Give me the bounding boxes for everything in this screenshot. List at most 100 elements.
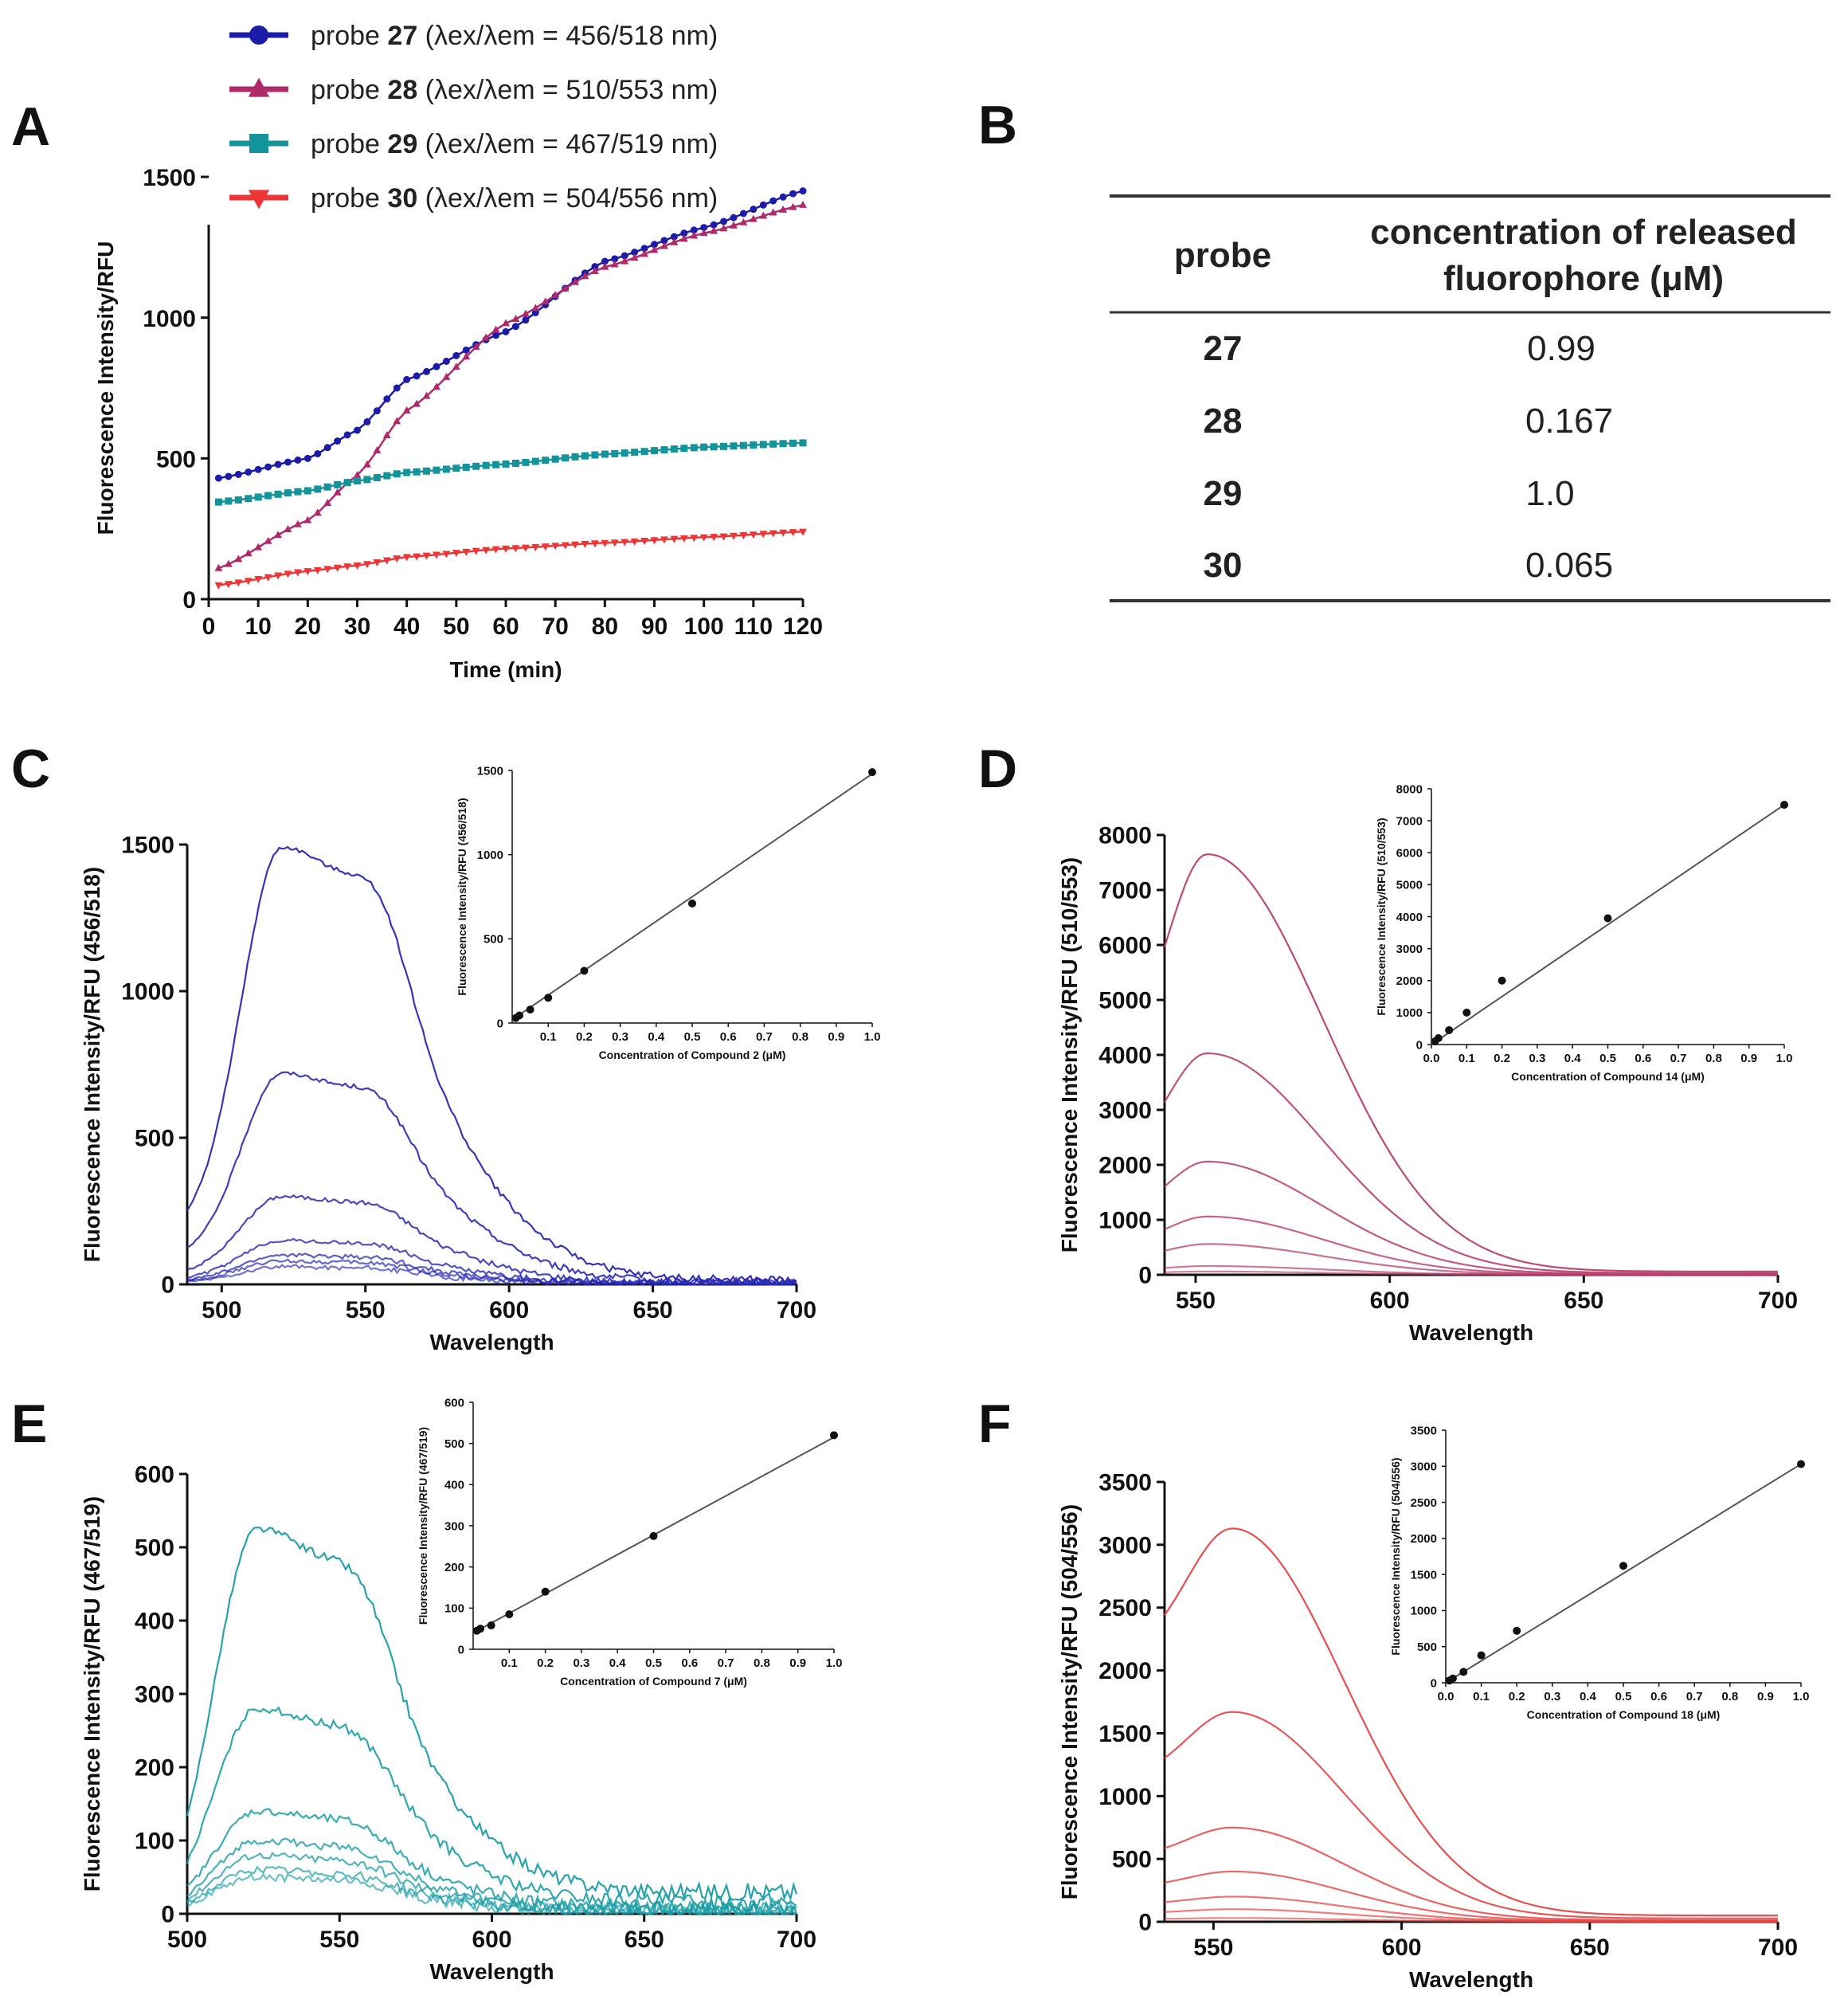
legend-marker <box>248 190 270 210</box>
y-tick-label: 2000 <box>1396 974 1423 988</box>
data-point <box>393 470 401 478</box>
x-tick-label: 600 <box>1382 1935 1422 1961</box>
y-tick-label: 3000 <box>1396 943 1423 956</box>
y-tick-label: 500 <box>156 447 196 473</box>
data-point <box>789 529 797 537</box>
data-point <box>1434 1033 1443 1042</box>
data-point <box>660 446 668 454</box>
data-point <box>526 1006 534 1014</box>
data-point <box>244 549 253 557</box>
data-point <box>482 333 491 341</box>
data-point <box>234 579 243 587</box>
data-point <box>373 559 382 566</box>
x-tick-label: 0.2 <box>537 1656 554 1670</box>
data-point <box>699 534 708 542</box>
data-point <box>522 316 530 324</box>
data-point <box>670 233 678 241</box>
x-tick-label: 0.6 <box>1635 1052 1651 1065</box>
data-point <box>720 218 728 225</box>
data-point <box>611 449 619 457</box>
x-axis-label: Wavelength <box>429 1330 554 1354</box>
data-point <box>739 210 747 218</box>
spectrum-line <box>1164 1917 1778 1923</box>
data-point <box>382 557 391 565</box>
data-point <box>730 532 738 540</box>
y-axis-label: Fluorescence Intensity/RFU (467/519) <box>80 1496 104 1891</box>
panel-label-b: B <box>978 95 1017 155</box>
y-tick-label: 2500 <box>1098 1595 1152 1621</box>
x-tick-label: 0.3 <box>612 1030 628 1044</box>
chart-f-inset-calibration: 0.0 0.1 0.2 0.3 0.4 0.5 0.6 0.7 0.8 0.9 1.0 0 500 100… <box>1389 1424 1809 1721</box>
x-tick-label: 110 <box>734 613 773 640</box>
y-tick-label: 600 <box>444 1396 464 1409</box>
y-tick-label: 0 <box>182 587 196 613</box>
series-line <box>217 204 804 570</box>
data-point <box>710 226 718 234</box>
data-point <box>580 966 589 975</box>
fit-line <box>1431 804 1785 1045</box>
spectrum-line <box>1163 853 1778 1272</box>
data-point <box>476 1625 485 1633</box>
data-point <box>1797 1460 1805 1468</box>
data-point <box>779 440 787 448</box>
x-axis-label: Time (min) <box>449 657 562 682</box>
series-line <box>218 190 804 480</box>
data-point <box>422 391 431 399</box>
data-point <box>354 477 361 485</box>
data-point <box>631 249 639 257</box>
y-tick-label: 8000 <box>1396 782 1423 796</box>
table-cell-probe: 27 <box>1204 329 1243 368</box>
x-axis-label: Concentration of Compound 2 (μM) <box>599 1049 786 1061</box>
data-point <box>562 454 570 462</box>
spectrum-line <box>186 845 797 1285</box>
x-tick-label: 0.2 <box>1494 1052 1510 1065</box>
data-point <box>720 442 728 450</box>
data-point <box>472 462 480 470</box>
panel-label-e: E <box>11 1394 47 1454</box>
data-point <box>531 543 540 551</box>
x-axis-label: Wavelength <box>429 1959 554 1984</box>
x-tick-label: 600 <box>1370 1288 1410 1314</box>
y-tick-label: 7000 <box>1396 814 1423 828</box>
y-tick-label: 1000 <box>121 979 174 1006</box>
data-point <box>710 443 718 451</box>
data-point <box>571 541 579 549</box>
legend: probe 27 (λex/λem = 456/518 nm) probe 28 … <box>229 21 718 214</box>
x-tick-label: 100 <box>684 613 724 640</box>
data-point <box>413 399 421 407</box>
data-point <box>541 1587 550 1596</box>
data-point <box>551 455 559 463</box>
data-point <box>313 566 322 574</box>
y-tick-label: 4000 <box>1098 1043 1152 1069</box>
data-point <box>274 461 282 468</box>
y-axis-label: Fluorescence Intensity/RFU (504/556) <box>1389 1457 1402 1655</box>
data-point <box>402 406 411 414</box>
data-point <box>640 538 649 546</box>
data-point <box>750 206 758 214</box>
data-point <box>511 459 519 467</box>
x-tick-label: 0.1 <box>1473 1690 1490 1703</box>
data-point <box>502 545 510 553</box>
data-point <box>769 440 777 448</box>
data-point <box>452 363 460 370</box>
data-point <box>214 498 222 506</box>
data-point <box>739 218 748 225</box>
data-point <box>621 252 628 260</box>
data-point <box>544 994 553 1002</box>
chart-c-inset-calibration: 0.1 0.2 0.3 0.4 0.5 0.6 0.7 0.8 0.9 1.0 0 500 1000 15… <box>456 764 880 1061</box>
fit-line <box>511 773 873 1021</box>
y-tick-label: 0 <box>1138 1910 1152 1936</box>
series-probe-29 <box>214 439 807 506</box>
data-point <box>433 382 440 390</box>
data-point <box>393 555 401 563</box>
x-tick-label: 0.5 <box>645 1656 662 1670</box>
legend-marker <box>248 77 270 97</box>
y-tick-label: 1500 <box>477 764 503 778</box>
data-point <box>343 431 351 439</box>
data-point <box>413 468 421 476</box>
data-point <box>749 531 758 539</box>
y-tick-label: 1000 <box>477 849 503 862</box>
table-header-probe: probe <box>1174 236 1271 275</box>
data-point <box>670 445 678 453</box>
